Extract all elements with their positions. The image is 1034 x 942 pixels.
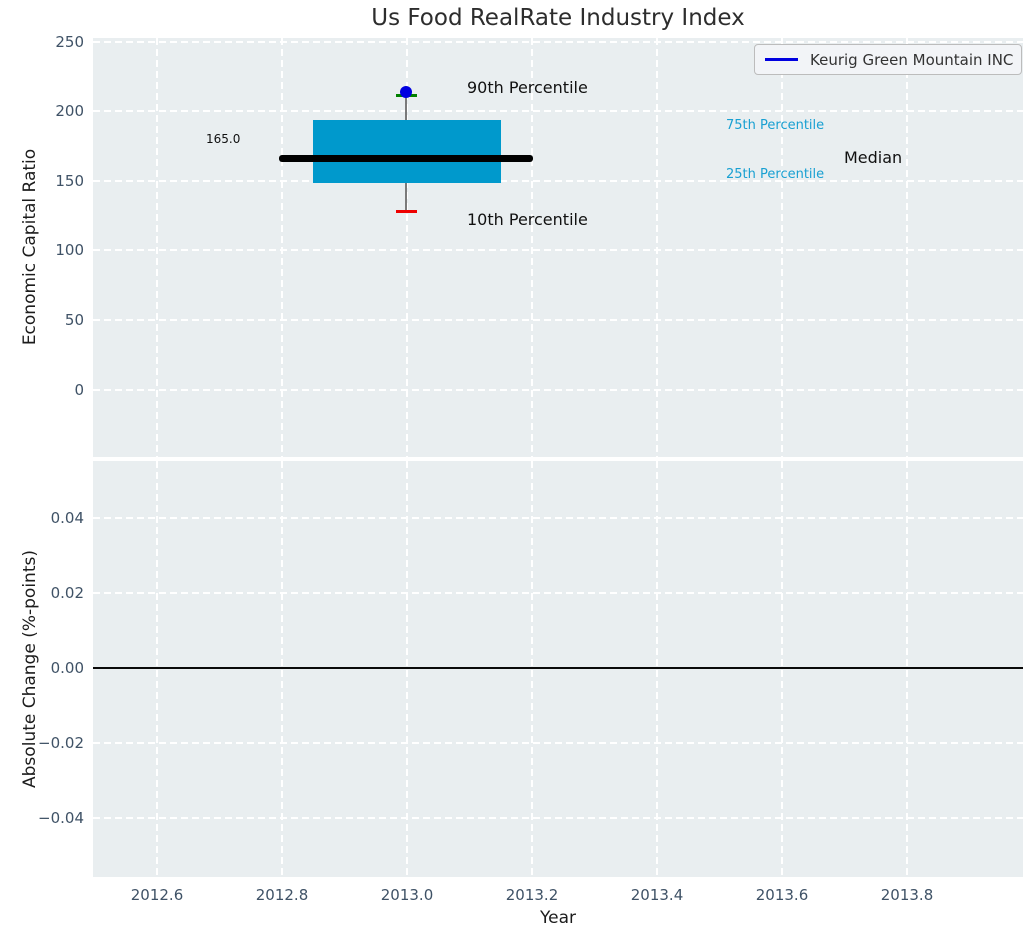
gridline-v <box>656 38 658 457</box>
annotation-10th-percentile: 10th Percentile <box>467 210 588 229</box>
ytick-bottom: 0.04 <box>50 509 84 527</box>
ytick-top: 250 <box>55 33 84 51</box>
annotation-75th-percentile: 75th Percentile <box>726 118 825 133</box>
ytick-bottom: 0.02 <box>50 584 84 602</box>
gridline-v <box>781 38 783 457</box>
x-axis-label: Year <box>540 908 576 928</box>
annotation-median: Median <box>844 148 903 167</box>
legend-line-icon <box>765 58 798 61</box>
annotation-90th-percentile: 90th Percentile <box>467 78 588 97</box>
gridline-h <box>93 389 1023 391</box>
gridline-h <box>93 180 1023 182</box>
gridline-h <box>93 110 1023 112</box>
xtick: 2013.2 <box>505 886 559 904</box>
interquartile-box <box>313 120 501 183</box>
gridline-v <box>531 38 533 457</box>
legend: Keurig Green Mountain INC <box>754 44 1022 75</box>
gridline-v <box>906 38 908 457</box>
gridline-v <box>406 461 408 877</box>
xtick: 2013.4 <box>630 886 684 904</box>
legend-label: Keurig Green Mountain INC <box>810 50 1014 69</box>
gridline-h <box>93 742 1023 744</box>
gridline-h <box>93 319 1023 321</box>
company-marker <box>400 86 412 98</box>
gridline-h <box>93 817 1023 819</box>
top-y-axis-label: Economic Capital Ratio <box>20 148 40 346</box>
ytick-bottom: −0.02 <box>38 734 84 752</box>
gridline-v <box>156 461 158 877</box>
xtick: 2012.8 <box>255 886 309 904</box>
median-line <box>279 155 533 162</box>
top-plot-area: 90th Percentile 10th Percentile 75th Per… <box>93 38 1023 457</box>
ytick-top: 200 <box>55 102 84 120</box>
annotation-25th-percentile: 25th Percentile <box>726 167 825 182</box>
gridline-v <box>531 461 533 877</box>
xtick: 2013.6 <box>755 886 809 904</box>
bottom-plot-area <box>93 461 1023 877</box>
ytick-top: 50 <box>64 311 84 329</box>
xtick: 2013.8 <box>880 886 934 904</box>
gridline-v <box>781 461 783 877</box>
gridline-h <box>93 249 1023 251</box>
gridline-v <box>406 38 408 457</box>
ytick-top: 150 <box>55 172 84 190</box>
gridline-v <box>281 38 283 457</box>
annotation-median-value: 165.0 <box>206 132 241 146</box>
gridline-v <box>906 461 908 877</box>
ytick-bottom: 0.00 <box>50 659 84 677</box>
gridline-h <box>93 592 1023 594</box>
chart-title: Us Food RealRate Industry Index <box>371 5 745 31</box>
gridline-v <box>656 461 658 877</box>
gridline-v <box>281 461 283 877</box>
bottom-y-axis-label: Absolute Change (%-points) <box>20 550 40 788</box>
xtick: 2012.6 <box>130 886 184 904</box>
ytick-top: 0 <box>74 381 84 399</box>
gridline-h <box>93 41 1023 43</box>
percentile-10-cap <box>396 210 417 213</box>
ytick-top: 100 <box>55 241 84 259</box>
ytick-bottom: −0.04 <box>38 809 84 827</box>
xtick: 2013.0 <box>380 886 434 904</box>
zero-baseline <box>93 667 1023 669</box>
gridline-v <box>156 38 158 457</box>
gridline-h <box>93 517 1023 519</box>
